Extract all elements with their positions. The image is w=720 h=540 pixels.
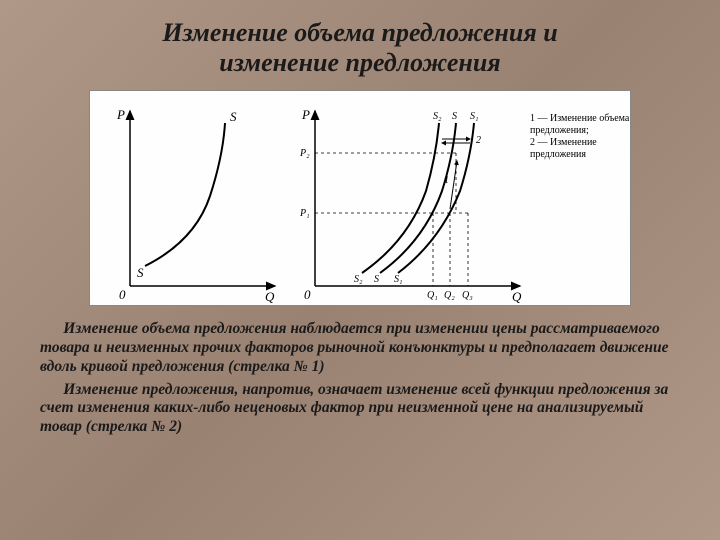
p2-label: P₂ [299,148,310,159]
title-line-1: Изменение объема предложения и [162,18,557,47]
diagram-container: P Q 0 S S [89,90,631,306]
body-text: Изменение объема предложения наблюдается… [40,320,680,437]
supply-diagrams: P Q 0 S S [90,91,630,305]
legend: 1 — Изменение объема предложения; 2 — Из… [530,113,630,160]
legend-2-l1: Изменение [550,137,597,148]
legend-2-l2: предложения [530,149,586,160]
left-s-bottom-label: S [137,265,144,280]
curve-s [380,123,456,273]
svg-text:1 — Изменение объема: 1 — Изменение объема [530,113,630,124]
arrow-2-label: 2 [476,135,481,146]
paragraph-2: Изменение предложения, напротив, означае… [40,381,680,438]
title-line-2: изменение предложения [219,48,500,77]
p1-label: P₁ [299,208,310,219]
right-origin: 0 [304,287,311,302]
paragraph-1: Изменение объема предложения наблюдается… [40,320,680,377]
q1-label: Q₁ [427,290,438,301]
svg-text:2 — Изменение: 2 — Изменение [530,137,597,148]
left-s-top-label: S [230,109,237,124]
left-p-label: P [116,107,125,122]
left-q-label: Q [265,289,275,304]
q2-label: Q₂ [444,290,455,301]
slide: Изменение объема предложения и изменение… [0,0,720,540]
right-chart: 1 2 P Q 0 P₂ P₁ Q₁ Q₂ Q₃ S₂ S S₁ S₂ S [299,107,522,304]
legend-2-num: 2 — [530,137,549,148]
s1-bot: S₁ [394,274,402,285]
legend-1-l2: предложения; [530,125,589,136]
legend-1-l1: Изменение объема [550,113,630,124]
q3-label: Q₃ [462,290,473,301]
curve-s2 [362,123,439,273]
left-origin-label: 0 [119,287,126,302]
s2-top: S₂ [433,111,442,122]
right-q-label: Q [512,289,522,304]
s-bot: S [374,274,379,285]
right-p-label: P [301,107,310,122]
left-chart: P Q 0 S S [116,107,275,304]
slide-title: Изменение объема предложения и изменение… [40,18,680,78]
legend-1-num: 1 — [530,113,549,124]
s-top: S [452,111,457,122]
arrow-1-label: 1 [444,175,449,186]
s2-bot: S₂ [354,274,363,285]
s1-top: S₁ [470,111,478,122]
left-supply-curve [145,123,225,266]
